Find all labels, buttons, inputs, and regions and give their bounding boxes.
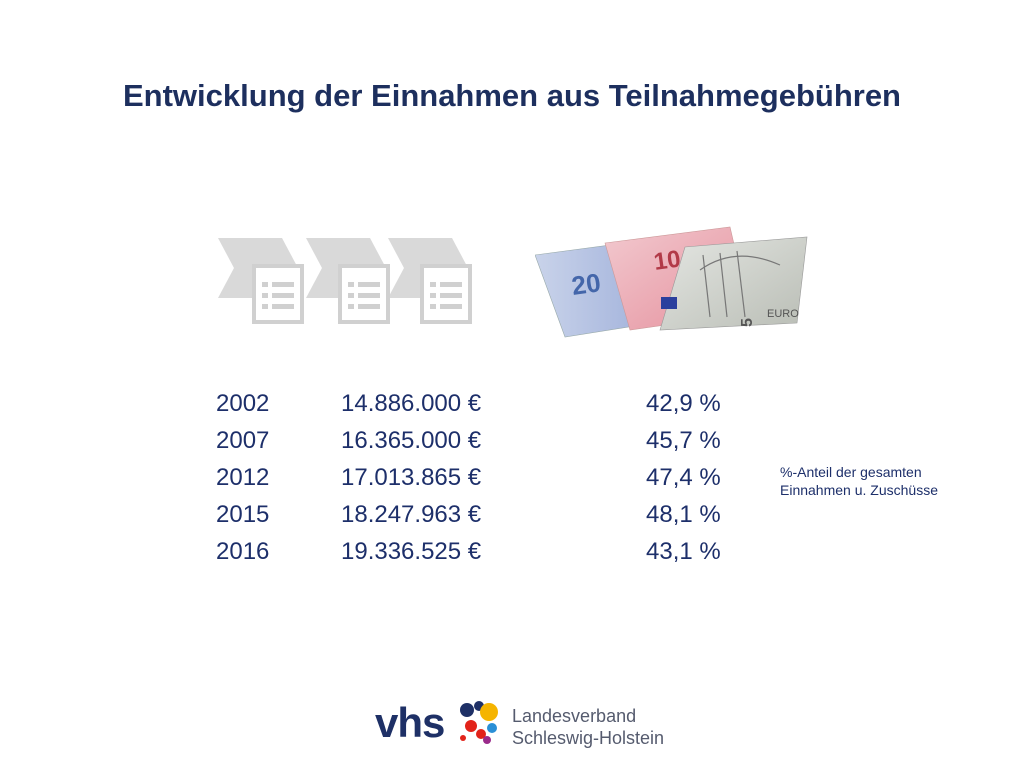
- year-cell: 2007: [216, 427, 270, 454]
- amount-cell: 14.886.000 €: [341, 390, 482, 417]
- amount-cell: 19.336.525 €: [341, 538, 482, 565]
- euro-banknotes-icon: 20 10 5 EURO: [535, 226, 808, 338]
- note-line-2: Einnahmen u. Zuschüsse: [780, 482, 938, 498]
- year-cell: 2016: [216, 538, 270, 565]
- year-cell: 2015: [216, 501, 270, 528]
- amount-cell: 18.247.963 €: [341, 501, 482, 528]
- percent-cell: 48,1 %: [646, 501, 721, 528]
- logo-dots-icon: [460, 701, 498, 744]
- amount-cell: 16.365.000 €: [341, 427, 482, 454]
- process-documents-icon: [218, 238, 472, 324]
- year-cell: 2002: [216, 390, 270, 417]
- page-title: Entwicklung der Einnahmen aus Teilnahmeg…: [123, 78, 901, 113]
- logo-line-1: Landesverband: [512, 706, 637, 726]
- percent-cell: 45,7 %: [646, 427, 721, 454]
- logo-org-name: Landesverband Schleswig-Holstein: [512, 705, 664, 749]
- svg-text:10: 10: [652, 245, 682, 275]
- svg-text:20: 20: [570, 267, 603, 301]
- year-cell: 2012: [216, 464, 270, 491]
- logo-brand: vhs: [375, 699, 445, 746]
- note-line-1: %-Anteil der gesamten: [780, 464, 922, 480]
- percent-cell: 47,4 %: [646, 464, 721, 491]
- vhs-logo: vhs Landesverband Schleswig-Holstein: [375, 700, 675, 752]
- logo-line-2: Schleswig-Holstein: [512, 728, 665, 748]
- percent-note: %-Anteil der gesamten Einnahmen u. Zusch…: [780, 463, 938, 499]
- amount-cell: 17.013.865 €: [341, 464, 482, 491]
- svg-text:5: 5: [739, 318, 756, 327]
- percent-cell: 43,1 %: [646, 538, 721, 565]
- svg-text:EURO: EURO: [767, 308, 799, 320]
- percent-cell: 42,9 %: [646, 390, 721, 417]
